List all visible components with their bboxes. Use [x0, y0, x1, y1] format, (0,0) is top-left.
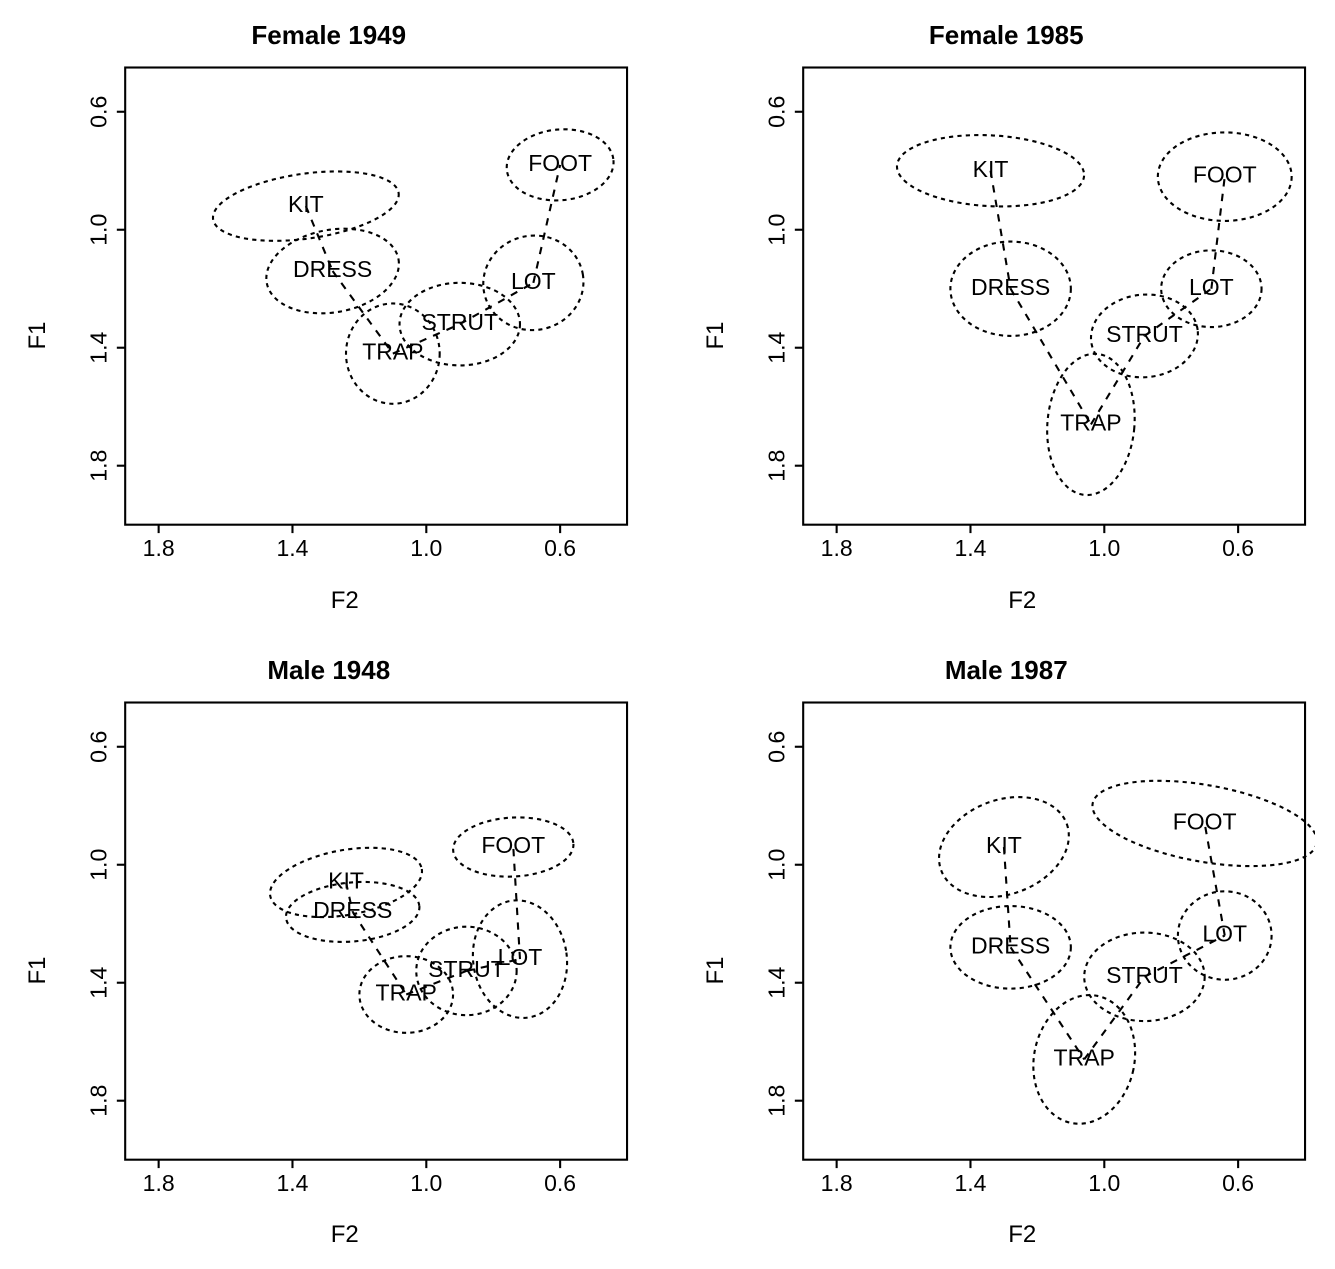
panel-title: Male 1987: [698, 655, 1316, 686]
y-axis-label: F1: [20, 57, 52, 615]
plot-area: 1.8 1.4 1.0 0.6 0.6 1.0 1.4 1.8 KIT DRESS TRAP STRU…: [730, 57, 1316, 583]
vowel-label-dress: DRESS: [293, 256, 372, 282]
y-tick-label: 1.0: [763, 214, 789, 246]
y-tick-label: 1.4: [763, 966, 789, 998]
x-axis-label: F2: [52, 583, 638, 615]
x-tick-label: 1.4: [276, 1170, 308, 1196]
vowel-label-strut: STRUT: [1106, 321, 1183, 347]
plot-area: 1.8 1.4 1.0 0.6 0.6 1.0 1.4 1.8 KIT DRESS TRAP STRU…: [730, 692, 1316, 1218]
plot-area: 1.8 1.4 1.0 0.6 0.6 1.0 1.4 1.8 KIT DRESS TRAPSTRU…: [52, 692, 638, 1218]
x-tick-label: 1.4: [276, 535, 308, 561]
vowel-label-lot: LOT: [498, 944, 543, 970]
plot-frame: [125, 68, 627, 525]
x-tick-label: 1.0: [1088, 1170, 1120, 1196]
x-tick-label: 1.0: [410, 1170, 442, 1196]
x-tick-label: 0.6: [1222, 1170, 1254, 1196]
vowel-label-lot: LOT: [1202, 920, 1247, 946]
vowel-label-dress: DRESS: [971, 932, 1050, 958]
vowel-label-strut: STRUT: [1106, 961, 1183, 987]
panel-title: Male 1948: [20, 655, 638, 686]
x-tick-label: 1.4: [954, 535, 986, 561]
y-tick-label: 1.0: [763, 848, 789, 880]
x-axis-label: F2: [52, 1217, 638, 1249]
y-tick-label: 1.0: [85, 214, 111, 246]
vowel-label-trap: TRAP: [1053, 1044, 1114, 1070]
vowel-label-kit: KIT: [972, 156, 1008, 182]
y-tick-label: 1.8: [85, 450, 111, 482]
connector: [990, 171, 1010, 289]
y-axis-label: F1: [698, 57, 730, 615]
y-axis-label: F1: [20, 692, 52, 1250]
vowel-label-foot: FOOT: [1192, 162, 1256, 188]
y-tick-label: 1.4: [763, 331, 789, 363]
vowel-label-dress: DRESS: [971, 274, 1050, 300]
y-tick-label: 1.8: [763, 1084, 789, 1116]
x-tick-label: 1.4: [954, 1170, 986, 1196]
vowel-label-foot: FOOT: [481, 832, 545, 858]
y-tick-label: 0.6: [763, 96, 789, 128]
vowel-label-kit: KIT: [288, 191, 324, 217]
plot-area: 1.81.41.00.60.61.01.41.8KITDRESSTRAPSTRU…: [52, 57, 638, 583]
panel-grid: Female 1949 F1 1.8 1.4 1.0 0.6 0.6 1.0 1.4 1.8 KIT…: [20, 20, 1315, 1249]
plot-wrap: F11.81.41.00.60.61.01.41.8KITDRESSTRAPST…: [20, 57, 638, 615]
connector: [533, 165, 560, 283]
connector: [1211, 177, 1224, 289]
x-axis-label: F2: [730, 1217, 1316, 1249]
vowel-label-lot: LOT: [511, 268, 556, 294]
y-tick-label: 0.6: [763, 730, 789, 762]
y-tick-label: 1.4: [85, 966, 111, 998]
y-tick-label: 0.6: [85, 730, 111, 762]
vowel-label-dress: DRESS: [313, 896, 392, 922]
y-tick-label: 1.8: [763, 450, 789, 482]
x-tick-label: 0.6: [1222, 535, 1254, 561]
vowel-label-kit: KIT: [986, 832, 1022, 858]
connector: [1010, 289, 1090, 425]
x-tick-label: 1.8: [820, 535, 852, 561]
x-tick-label: 1.0: [1088, 535, 1120, 561]
panel-male-1987: Male 1987 F1 1.8 1.4 1.0 0.6 0.6 1.0 1.4 1.8 KIT DR…: [698, 655, 1316, 1250]
plot-wrap: F1 1.8 1.4 1.0 0.6 0.6 1.0 1.4 1.8 KIT DRESS TRAP ST…: [698, 692, 1316, 1250]
panel-female-1985: Female 1985 F1 1.8 1.4 1.0 0.6 0.6 1.0 1.4 1.8 KIT…: [698, 20, 1316, 615]
x-tick-label: 1.8: [143, 535, 175, 561]
vowel-label-lot: LOT: [1189, 274, 1234, 300]
vowel-label-trap: TRAP: [376, 979, 437, 1005]
panel-title: Female 1949: [20, 20, 638, 51]
x-tick-label: 0.6: [544, 535, 576, 561]
y-tick-label: 1.8: [85, 1084, 111, 1116]
vowel-label-foot: FOOT: [1172, 808, 1236, 834]
y-tick-label: 0.6: [85, 96, 111, 128]
vowel-label-trap: TRAP: [1060, 409, 1121, 435]
plot-wrap: F1 1.8 1.4 1.0 0.6 0.6 1.0 1.4 1.8 KIT DRESS TRAP ST…: [698, 57, 1316, 615]
x-tick-label: 1.8: [143, 1170, 175, 1196]
panel-title: Female 1985: [698, 20, 1316, 51]
vowel-label-strut: STRUT: [421, 309, 498, 335]
plot-wrap: F1 1.8 1.4 1.0 0.6 0.6 1.0 1.4 1.8 KIT DRESS TRAPST…: [20, 692, 638, 1250]
y-tick-label: 1.4: [85, 331, 111, 363]
y-axis-label: F1: [698, 692, 730, 1250]
connector: [513, 847, 520, 959]
connector: [1010, 947, 1084, 1059]
y-tick-label: 1.0: [85, 848, 111, 880]
x-tick-label: 1.8: [820, 1170, 852, 1196]
connector: [1204, 823, 1224, 935]
x-tick-label: 1.0: [410, 535, 442, 561]
plot-frame: [125, 702, 627, 1159]
x-tick-label: 0.6: [544, 1170, 576, 1196]
x-axis-label: F2: [730, 583, 1316, 615]
vowel-label-strut: STRUT: [428, 955, 505, 981]
panel-male-1948: Male 1948 F1 1.8 1.4 1.0 0.6 0.6 1.0 1.4 1.8 KIT DR…: [20, 655, 638, 1250]
panel-female-1949: Female 1949 F1 1.8 1.4 1.0 0.6 0.6 1.0 1.4 1.8 KIT…: [20, 20, 638, 615]
vowel-label-foot: FOOT: [528, 150, 592, 176]
vowel-label-kit: KIT: [328, 867, 364, 893]
